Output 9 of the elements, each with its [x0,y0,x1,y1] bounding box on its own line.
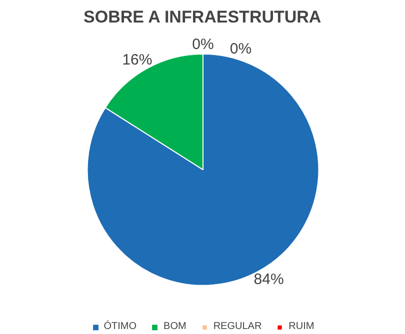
text: 0% [192,36,214,53]
legend-label: REGULAR [213,321,262,332]
text: 0% [230,40,252,58]
chart-title: SOBRE A INFRAESTRUTURA [84,8,322,26]
legend-label: ÓTIMO [104,321,137,332]
data-label: 84% [254,271,284,288]
data-label: 16% [122,51,152,68]
legend-label: RUIM [288,321,314,332]
legend-label: BOM [164,321,186,332]
